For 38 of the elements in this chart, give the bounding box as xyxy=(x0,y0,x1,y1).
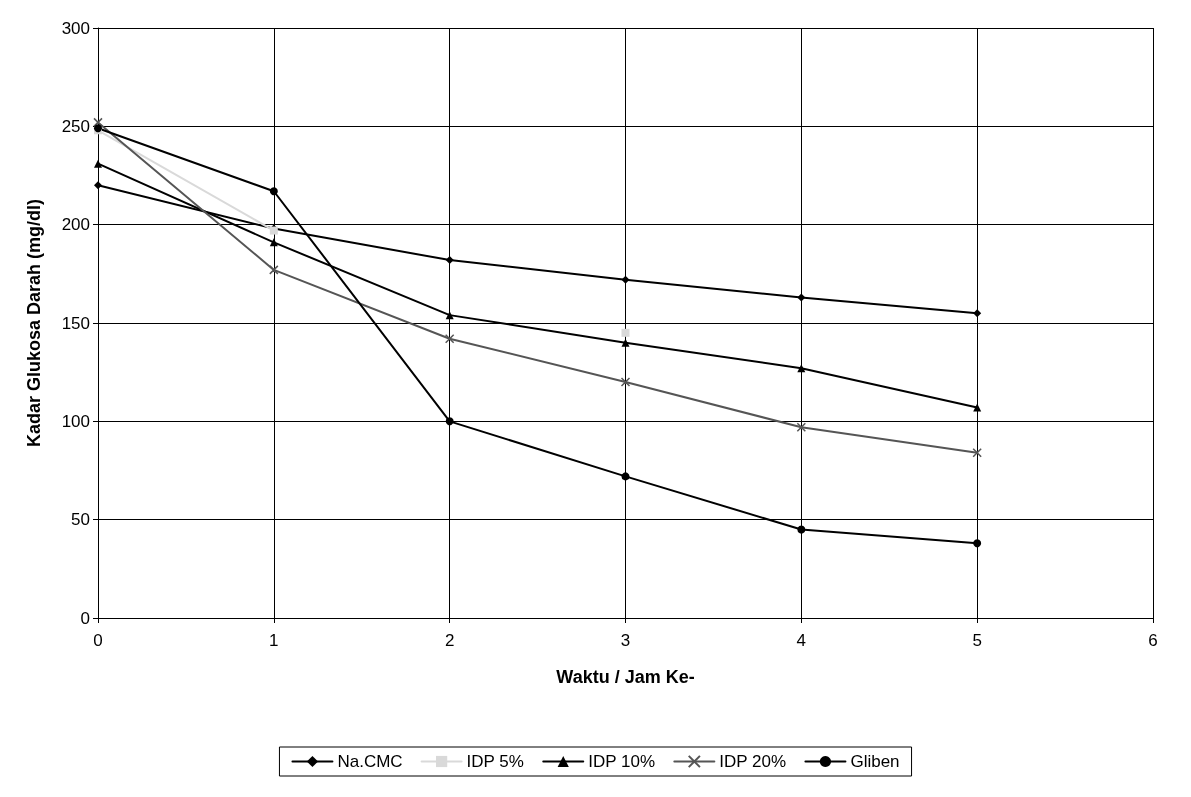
point xyxy=(269,187,278,196)
y-tick-label: 0 xyxy=(80,608,90,628)
point xyxy=(94,181,102,190)
x-tick-label: 5 xyxy=(972,631,982,650)
point xyxy=(444,333,455,344)
legend-label: IDP 5% xyxy=(466,752,524,771)
point xyxy=(445,417,454,426)
point xyxy=(269,265,279,275)
point xyxy=(621,472,630,481)
point xyxy=(445,311,454,320)
y-tick-label: 100 xyxy=(61,411,90,431)
legend-label: Na.CMC xyxy=(337,752,403,771)
legend-label: IDP 10% xyxy=(588,752,656,771)
x-axis-title: Waktu / Jam Ke- xyxy=(556,667,695,687)
y-tick-label: 200 xyxy=(61,215,90,235)
point xyxy=(621,328,630,337)
y-tick-label: 300 xyxy=(61,18,90,38)
x-tick-label: 6 xyxy=(1148,631,1158,650)
legend-label: Gliben xyxy=(850,752,900,771)
point xyxy=(973,403,982,412)
point xyxy=(973,539,982,548)
legend-label: IDP 20% xyxy=(719,752,787,771)
y-tick-label: 50 xyxy=(71,510,90,530)
y-tick-label: 150 xyxy=(61,313,90,333)
point xyxy=(972,448,982,458)
point xyxy=(797,525,806,534)
point xyxy=(621,275,630,284)
x-tick-label: 0 xyxy=(93,631,103,650)
x-tick-label: 2 xyxy=(444,631,455,650)
x-tick-label: 3 xyxy=(620,631,631,650)
point xyxy=(94,159,102,168)
x-tick-label: 4 xyxy=(796,631,807,650)
point xyxy=(445,256,454,265)
x-tick-label: 1 xyxy=(269,631,279,650)
y-tick-label: 250 xyxy=(61,116,90,136)
point xyxy=(797,293,806,302)
point xyxy=(973,309,982,318)
y-axis-title: Kadar Glukosa Darah (mg/dl) xyxy=(24,198,44,448)
